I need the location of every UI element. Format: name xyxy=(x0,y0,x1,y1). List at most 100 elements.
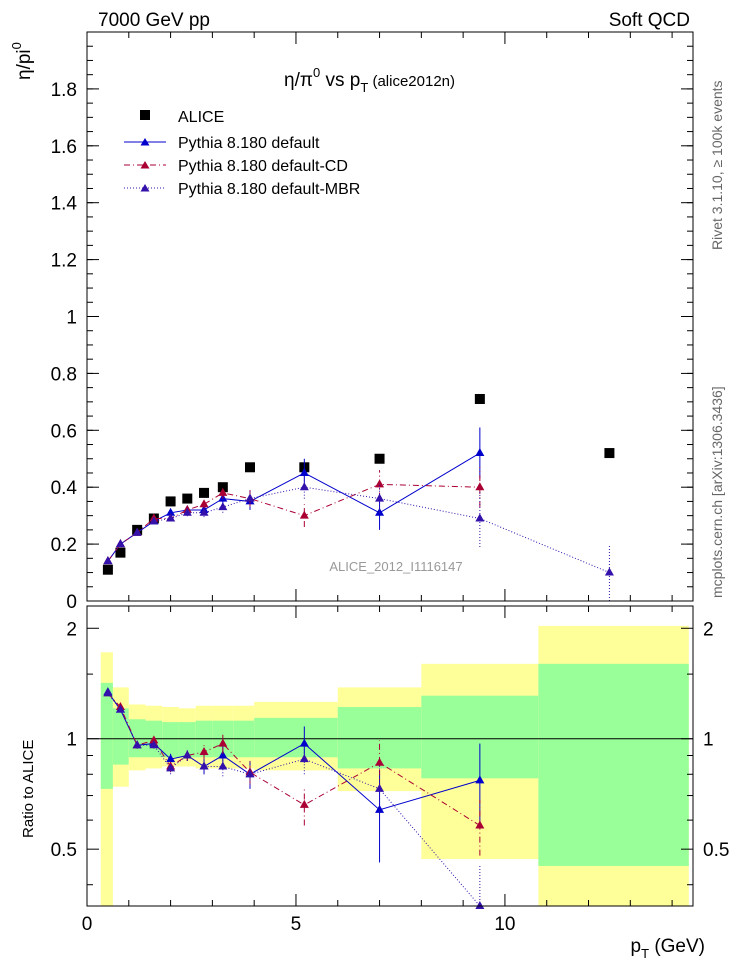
data-point xyxy=(218,487,228,496)
ratio-series-pythia-8-180-default-mbr xyxy=(103,688,485,909)
data-point xyxy=(244,462,255,473)
ratio-point xyxy=(115,704,125,713)
legend: ALICE Pythia 8.180 default Pythia 8.180 … xyxy=(124,109,360,198)
ratio-point xyxy=(299,738,309,747)
data-point xyxy=(475,482,485,491)
ratio-point xyxy=(375,757,385,766)
data-point xyxy=(199,487,210,498)
uncertainty-band-inner xyxy=(254,717,338,758)
data-point xyxy=(132,527,142,536)
ratio-point xyxy=(103,688,113,697)
data-point xyxy=(199,507,209,516)
ratio-point xyxy=(245,769,255,778)
legend-item-default: Pythia 8.180 default xyxy=(124,135,320,152)
series-pythia-8-180-default-mbr xyxy=(103,475,614,601)
ratio-ticks: 0.5 0.5 1 1 2 2 0 5 10 xyxy=(51,606,729,935)
legend-marker-default xyxy=(140,138,150,146)
data-point xyxy=(217,482,228,493)
main-y-tick-label: 1.6 xyxy=(51,137,77,158)
main-y-tick-label: 0.2 xyxy=(51,535,77,556)
main-panel: 0 0.2 0.4 0.6 0.8 1 1.2 1.4 1.6 1.8 η/π0 vs pT (a… xyxy=(9,31,694,613)
data-point xyxy=(604,448,615,459)
main-y-ticks: 0 0.2 0.4 0.6 0.8 1 1.2 1.4 1.6 1.8 xyxy=(51,31,693,613)
legend-label-default: Pythia 8.180 default xyxy=(178,135,320,152)
series-pythia-8-180-default xyxy=(103,427,485,565)
data-point xyxy=(182,493,193,504)
x-axis-label: pT (GeV) xyxy=(631,936,705,961)
ratio-y-tick-label: 2 xyxy=(66,619,77,640)
data-point xyxy=(182,507,192,516)
legend-item-alice: ALICE xyxy=(140,109,224,126)
ratio-point xyxy=(475,820,485,829)
main-y-label: η/pi0 xyxy=(9,42,35,80)
legend-marker-alice xyxy=(140,110,150,120)
x-tick-label: 0 xyxy=(82,914,93,935)
main-title: η/π0 vs pT (alice2012n) xyxy=(284,65,455,95)
data-point xyxy=(475,448,485,457)
legend-label-mbr: Pythia 8.180 default-MBR xyxy=(178,181,360,198)
x-tick-label: 5 xyxy=(291,914,302,935)
uncertainty-band-inner xyxy=(112,708,129,765)
ratio-y-label: Ratio to ALICE xyxy=(20,740,37,838)
legend-item-cd: Pythia 8.180 default-CD xyxy=(124,158,348,175)
ratio-panel: 0.5 0.5 1 1 2 2 0 5 10 Ratio to ALICE pT (GeV) xyxy=(20,605,729,961)
main-y-tick-label: 0 xyxy=(66,592,77,613)
data-point xyxy=(299,482,309,491)
ratio-point xyxy=(166,754,176,763)
data-point xyxy=(375,479,385,488)
uncertainty-band-inner xyxy=(100,682,113,789)
ratio-y-tick-label: 1 xyxy=(66,730,77,751)
ratio-point xyxy=(218,750,228,759)
watermark: ALICE_2012_I1116147 xyxy=(329,559,462,574)
ratio-point xyxy=(475,901,485,909)
header-left: 7000 GeV pp xyxy=(98,10,210,31)
header-right: Soft QCD xyxy=(609,10,690,31)
ratio-marks xyxy=(103,687,485,909)
ratio-point xyxy=(475,775,485,784)
ratio-point xyxy=(149,740,159,749)
main-y-tick-label: 0.8 xyxy=(51,364,77,385)
ratio-bands xyxy=(100,625,689,906)
data-point xyxy=(166,513,176,522)
main-y-tick-label: 1.2 xyxy=(51,251,77,272)
ratio-y-tick-label-right: 0.5 xyxy=(703,840,729,861)
main-y-tick-label: 1.4 xyxy=(51,194,78,215)
mcplots-label: mcplots.cern.ch [arXiv:1306.3436] xyxy=(709,386,725,598)
data-point xyxy=(218,502,228,511)
data-point xyxy=(102,564,113,575)
ratio-point xyxy=(199,761,209,770)
legend-label-alice: ALICE xyxy=(178,109,224,126)
data-point xyxy=(165,496,176,507)
main-y-tick-label: 1.8 xyxy=(51,80,77,101)
legend-item-mbr: Pythia 8.180 default-MBR xyxy=(124,181,360,198)
ratio-y-tick-label: 0.5 xyxy=(51,840,77,861)
uncertainty-band-inner xyxy=(178,722,196,758)
ratio-point xyxy=(199,747,209,756)
ratio-point xyxy=(166,763,176,772)
legend-marker-cd xyxy=(140,161,150,169)
data-point xyxy=(299,467,309,476)
ratio-point xyxy=(132,740,142,749)
uncertainty-band-inner xyxy=(538,663,689,866)
data-point xyxy=(115,547,126,558)
x-tick-label: 10 xyxy=(494,914,515,935)
ratio-point xyxy=(182,750,192,759)
series-pythia-8-180-default-cd xyxy=(103,467,485,565)
data-point xyxy=(115,539,125,548)
data-point xyxy=(299,510,309,519)
ratio-point xyxy=(218,761,228,770)
main-y-tick-label: 0.6 xyxy=(51,421,77,442)
series-line-pythia-8-180-default xyxy=(107,452,481,562)
main-marks xyxy=(102,394,615,601)
ratio-point xyxy=(375,783,385,792)
rivet-label: Rivet 3.1.10, ≥ 100k events xyxy=(709,80,725,250)
ratio-point xyxy=(299,799,309,808)
ratio-line-pythia-8-180-default-cd xyxy=(107,692,481,826)
data-point xyxy=(103,556,113,565)
ratio-point xyxy=(218,738,228,747)
series-alice xyxy=(102,394,615,575)
data-point xyxy=(374,453,385,464)
ratio-y-tick-label-right: 2 xyxy=(703,619,714,640)
uncertainty-band-inner xyxy=(162,722,179,758)
